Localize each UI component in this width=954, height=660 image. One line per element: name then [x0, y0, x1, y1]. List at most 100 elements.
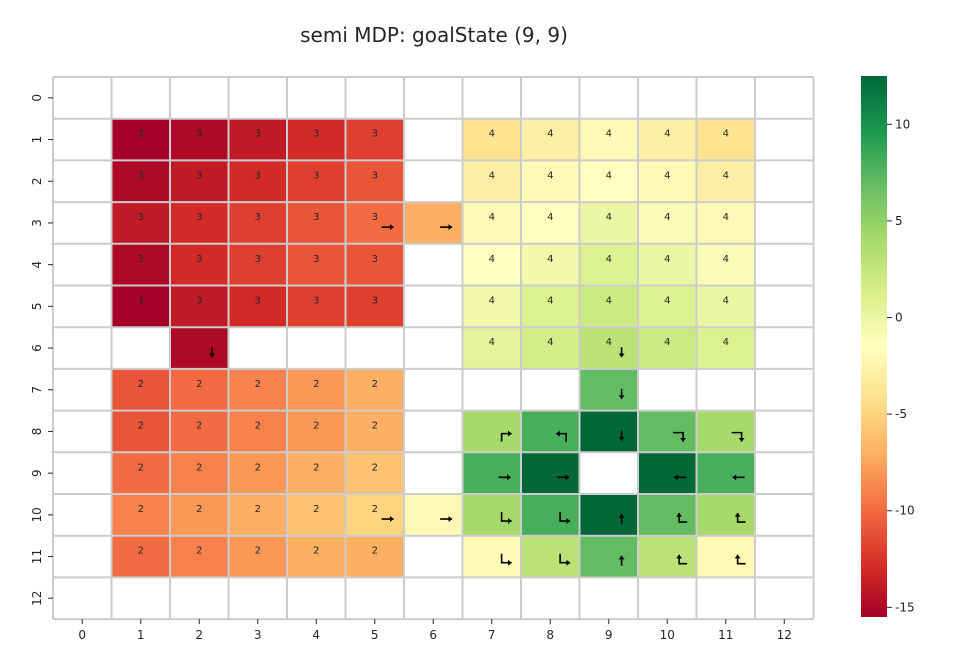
policy-arrow: [676, 513, 688, 523]
heatmap-cell: [345, 243, 404, 286]
cell-label: 4: [606, 254, 612, 265]
policy-arrow: [440, 516, 453, 523]
cell-label: 2: [313, 462, 319, 473]
y-tick-label: 10: [30, 507, 44, 522]
heatmap-cell: [345, 494, 404, 536]
heatmap-cell: [521, 118, 580, 161]
heatmap-cell: [696, 494, 755, 536]
heatmap-cell: [287, 410, 346, 453]
heatmap-cell: [521, 494, 580, 536]
heatmap-cell: [345, 285, 404, 328]
cell-label: 3: [255, 296, 261, 307]
policy-arrows: [209, 224, 746, 566]
heatmap-cell: [345, 368, 404, 411]
colorbar-tick-label: 0: [895, 311, 903, 325]
cell-label: 4: [664, 254, 670, 265]
cell-label: 2: [196, 546, 202, 557]
heatmap-cell: [521, 202, 580, 244]
cell-label: 3: [138, 296, 144, 307]
heatmap-cell: [579, 535, 638, 578]
cell-label: 2: [372, 421, 378, 432]
heatmap-cell: [521, 285, 580, 328]
colorbar-tick-label: 10: [895, 117, 910, 131]
policy-arrow: [557, 474, 570, 481]
heatmap-cell: [170, 535, 229, 578]
cell-label: 2: [196, 504, 202, 515]
heatmap-cell: [521, 535, 580, 578]
heatmap-cell: [228, 118, 287, 161]
heatmap-cell: [228, 285, 287, 328]
heatmap-cell: [579, 285, 638, 328]
heatmap-cell: [111, 118, 170, 161]
cell-label: 2: [196, 421, 202, 432]
heatmap-cell: [170, 118, 229, 161]
heatmap-cell: [170, 410, 229, 453]
heatmap-cell: [521, 243, 580, 286]
heatmap-cell: [287, 452, 346, 494]
policy-arrow: [209, 347, 216, 358]
x-tick-label: 3: [254, 628, 262, 642]
heatmap-cell: [287, 118, 346, 161]
heatmap-cell: [462, 202, 521, 244]
cell-label: 4: [547, 129, 553, 140]
cell-label: 4: [664, 170, 670, 181]
policy-arrow: [673, 431, 687, 442]
heatmap-cell: [287, 160, 346, 203]
heatmap-cell: [462, 285, 521, 328]
cell-label: 2: [313, 421, 319, 432]
cell-label: 4: [606, 337, 612, 348]
cell-label: 4: [723, 129, 729, 140]
chart-title: semi MDP: goalState (9, 9): [300, 23, 568, 47]
policy-arrow: [618, 555, 625, 566]
colorbar-gradient: [861, 76, 887, 617]
heatmap-cell: [696, 535, 755, 578]
heatmap-cell: [638, 118, 697, 161]
cell-label: 3: [138, 170, 144, 181]
grid-lines: [52, 76, 815, 621]
heatmap-cell: [462, 494, 521, 536]
heatmap-cell: [462, 535, 521, 578]
cell-label: 2: [313, 504, 319, 515]
cell-label: 4: [723, 296, 729, 307]
heatmap-cell: [345, 160, 404, 203]
colorbar-tick-label: -5: [895, 407, 907, 421]
heatmap-cell: [462, 118, 521, 161]
heatmap-cell: [228, 368, 287, 411]
heatmap-cell: [462, 452, 521, 494]
cell-label: 2: [196, 379, 202, 390]
colorbar-tick-label: 5: [895, 214, 903, 228]
heatmap-cell: [696, 452, 755, 494]
cell-label: 4: [723, 337, 729, 348]
heatmap-cell: [345, 202, 404, 244]
heatmap-cell: [579, 410, 638, 453]
cell-label: 2: [313, 546, 319, 557]
cell-label: 2: [138, 421, 144, 432]
policy-arrow: [500, 553, 512, 566]
heatmap-cell: [638, 243, 697, 286]
x-tick-label: 9: [605, 628, 613, 642]
y-tick-label: 8: [30, 428, 44, 436]
cell-label: 2: [138, 546, 144, 557]
x-tick-label: 11: [718, 628, 733, 642]
cell-label: 3: [372, 129, 378, 140]
x-tick-label: 12: [777, 628, 792, 642]
cell-label: 4: [606, 170, 612, 181]
policy-arrow: [732, 474, 745, 481]
policy-arrow: [559, 553, 571, 566]
heatmap-cell: [287, 368, 346, 411]
cell-label: 3: [372, 296, 378, 307]
heatmap-cell: [638, 494, 697, 536]
policy-arrow: [676, 554, 688, 565]
y-tick-label: 2: [30, 177, 44, 185]
y-tick-label: 9: [30, 469, 44, 477]
cell-label: 2: [255, 546, 261, 557]
cell-label: 3: [313, 129, 319, 140]
heatmap-cell: [345, 410, 404, 453]
heatmap-cell: [228, 410, 287, 453]
y-tick-label: 4: [30, 261, 44, 269]
cell-label: 4: [547, 212, 553, 223]
cell-label: 4: [547, 337, 553, 348]
heatmap-cell: [345, 118, 404, 161]
heatmap-cell: [345, 452, 404, 494]
